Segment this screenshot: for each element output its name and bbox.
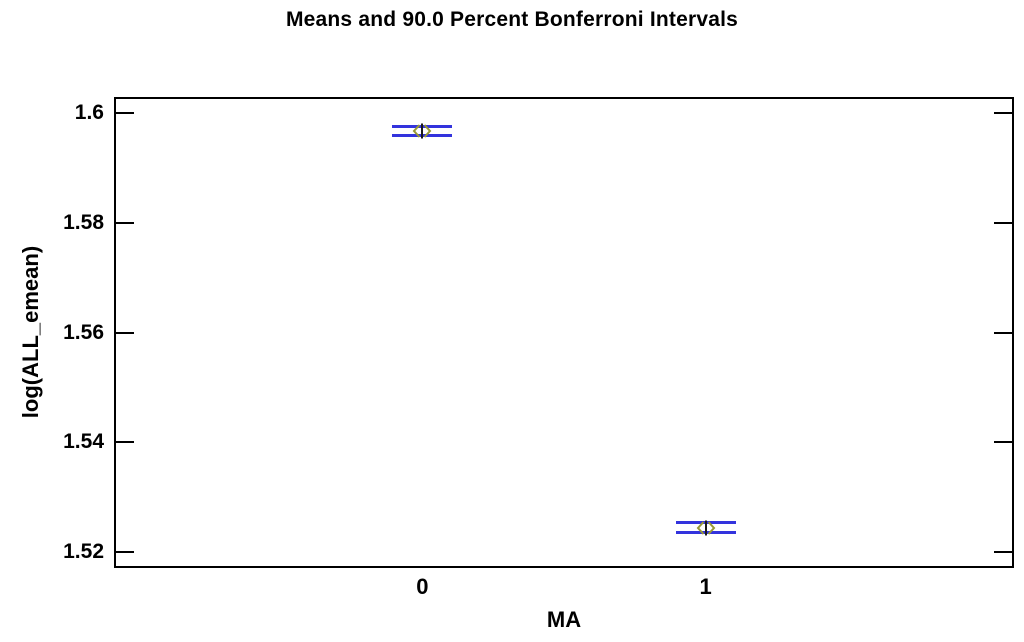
- y-axis-tick-left: [116, 441, 134, 444]
- y-axis-tick-right: [994, 331, 1012, 334]
- y-axis-tick-right: [994, 111, 1012, 114]
- y-tick-label: 1.54: [63, 430, 104, 454]
- mean-diamond-icon: [696, 520, 715, 536]
- mean-marker: [412, 121, 432, 141]
- y-axis-tick-left: [116, 221, 134, 224]
- y-axis-tick-right: [994, 221, 1012, 224]
- y-axis-tick-left: [116, 551, 134, 554]
- mean-diamond-icon: [413, 123, 432, 139]
- x-axis-title: MA: [546, 607, 582, 632]
- mean-marker: [696, 518, 716, 538]
- y-tick-label: 1.56: [63, 320, 104, 344]
- y-tick-label: 1.6: [74, 100, 104, 124]
- y-axis-tick-left: [116, 111, 134, 114]
- y-tick-label: 1.52: [63, 540, 104, 564]
- y-axis-tick-right: [994, 441, 1012, 444]
- y-axis-tick-left: [116, 331, 134, 334]
- chart-title: Means and 90.0 Percent Bonferroni Interv…: [285, 8, 739, 31]
- plot-area: [114, 97, 1014, 568]
- y-tick-label: 1.58: [63, 210, 104, 234]
- x-tick-label: 0: [416, 574, 429, 599]
- x-tick-label: 1: [699, 574, 712, 599]
- y-axis-tick-right: [994, 551, 1012, 554]
